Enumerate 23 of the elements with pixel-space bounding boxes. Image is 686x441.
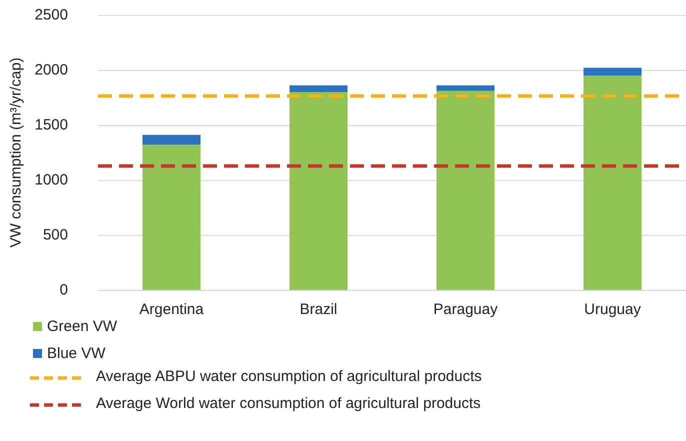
bar xyxy=(290,85,348,92)
bar xyxy=(142,144,200,290)
legend-label: Average ABPU water consumption of agricultural products xyxy=(96,368,482,385)
bar xyxy=(584,68,642,76)
x-tick-label: Paraguay xyxy=(433,301,498,318)
bar xyxy=(436,90,494,290)
bar xyxy=(436,85,494,91)
bar xyxy=(290,92,348,290)
bar xyxy=(584,76,642,290)
x-tick-label: Uruguay xyxy=(584,301,642,318)
y-axis-title: VW consumption (m³/yr/cap) xyxy=(8,57,25,248)
y-tick-label: 2000 xyxy=(34,62,68,78)
y-tick-label: 1000 xyxy=(34,172,68,188)
legend-label: Average World water consumption of agricultural products xyxy=(96,395,481,412)
y-tick-label: 0 xyxy=(60,282,68,298)
y-tick-label: 1500 xyxy=(34,116,68,134)
y-tick-label: 500 xyxy=(42,226,68,244)
legend-label: Blue VW xyxy=(47,345,106,362)
bar xyxy=(142,134,200,145)
legend-label: Green VW xyxy=(47,318,118,335)
x-tick-label: Argentina xyxy=(139,301,204,318)
x-tick-label: Brazil xyxy=(300,301,338,318)
y-tick-label: 2500 xyxy=(34,6,68,24)
